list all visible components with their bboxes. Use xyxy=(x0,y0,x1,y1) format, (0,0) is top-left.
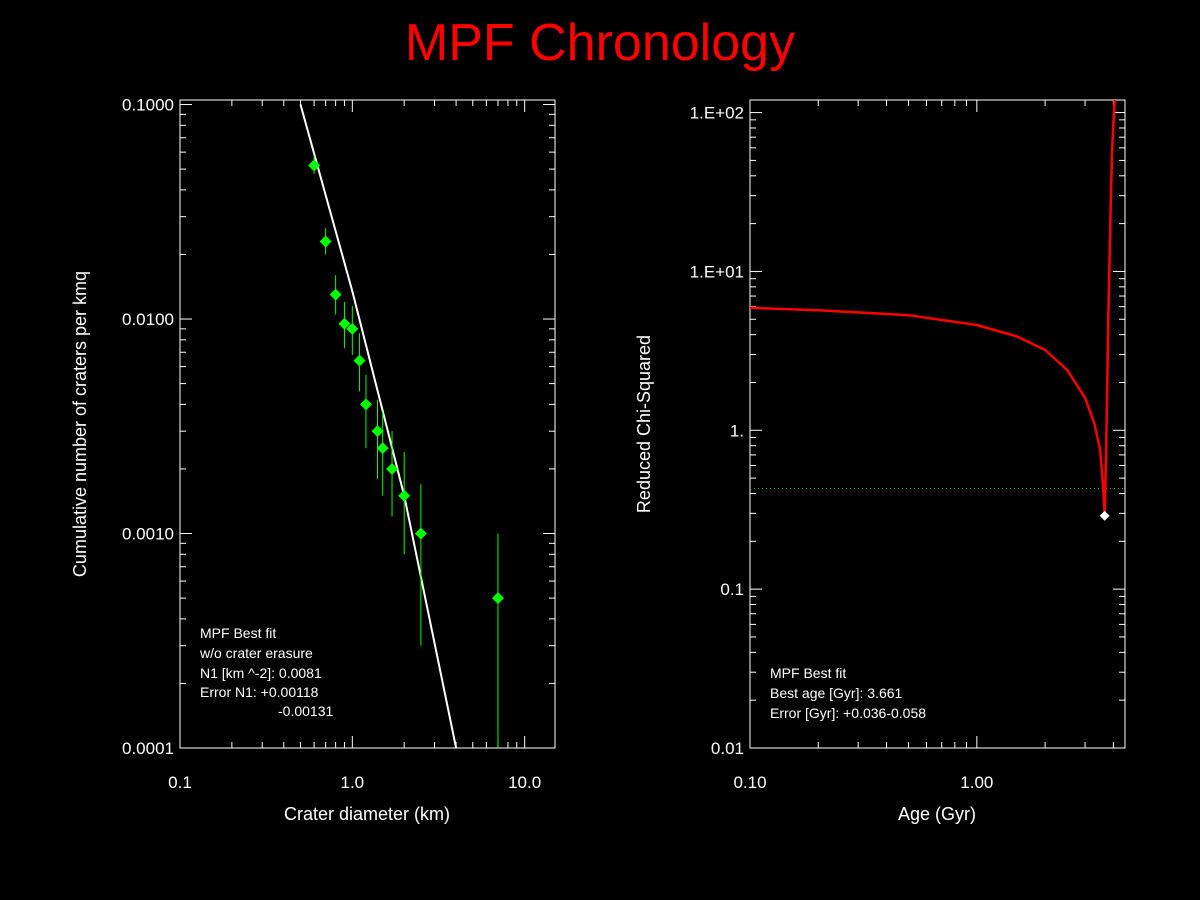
figure-title: MPF Chronology xyxy=(405,14,795,72)
left-y-axis-label: Cumulative number of craters per kmq xyxy=(70,271,90,577)
crater-data-point xyxy=(329,288,342,301)
right-y-tick-label: 0.01 xyxy=(711,739,744,758)
left-y-tick-label: 0.0100 xyxy=(122,310,174,329)
crater-data-point xyxy=(308,159,321,172)
crater-data-point xyxy=(353,354,366,367)
right-anno-line1: Best age [Gyr]: 3.661 xyxy=(770,685,903,701)
crater-data-point xyxy=(398,489,411,502)
crater-data-point xyxy=(371,425,384,438)
left-fit-annotation: MPF Best fit w/o crater erasure N1 [km ^… xyxy=(199,625,333,719)
left-anno-line1: w/o crater erasure xyxy=(199,645,313,661)
right-y-tick-label: 1.E+02 xyxy=(690,104,744,123)
crater-size-frequency-panel: 0.0001 0.0010 0.0100 0.1000 0.1 1.0 10.0 Crate… xyxy=(70,96,556,824)
right-y-tick-label: 1.E+01 xyxy=(690,262,744,281)
left-anno-line2: N1 [km ^-2]: 0.0081 xyxy=(200,665,322,681)
left-x-axis-label: Crater diameter (km) xyxy=(284,804,450,824)
right-y-tick-label: 0.1 xyxy=(720,580,744,599)
right-y-tick-label: 1. xyxy=(730,421,744,440)
right-y-axis-label: Reduced Chi-Squared xyxy=(634,335,654,513)
right-plot-frame xyxy=(749,99,1126,749)
right-fit-annotation: MPF Best fit Best age [Gyr]: 3.661 Error… xyxy=(770,665,926,721)
best-age-marker xyxy=(1099,510,1110,521)
power-law-fit-line xyxy=(299,104,458,748)
crater-data-point xyxy=(346,322,359,335)
left-anno-line3: Error N1: +0.00118 xyxy=(200,684,319,700)
crater-data-point xyxy=(338,317,351,330)
right-axis-ticks: 0.01 0.1 1. 1.E+01 1.E+02 0.10 1.00 xyxy=(690,100,1125,792)
crater-data-point xyxy=(491,592,504,605)
right-x-tick-label: 0.10 xyxy=(733,773,766,792)
left-x-tick-label: 0.1 xyxy=(168,773,192,792)
left-y-tick-label: 0.0010 xyxy=(122,525,174,544)
crater-data-point xyxy=(386,462,399,475)
chi-squared-curve xyxy=(750,100,1116,517)
left-anno-line4: -0.00131 xyxy=(278,703,333,719)
left-plot-data xyxy=(299,104,504,748)
left-anno-header: MPF Best fit xyxy=(200,625,276,641)
left-plot-frame xyxy=(179,99,556,749)
right-x-axis-label: Age (Gyr) xyxy=(898,804,976,824)
left-axis-ticks: 0.0001 0.0010 0.0100 0.1000 0.1 1.0 10.0 xyxy=(122,96,555,792)
crater-data-point xyxy=(319,235,332,248)
right-plot-data xyxy=(750,100,1125,521)
right-anno-line2: Error [Gyr]: +0.036-0.058 xyxy=(770,705,926,721)
left-y-tick-label: 0.0001 xyxy=(122,739,174,758)
chi-squared-panel: 0.010.11.1.E+011.E+020.10 1.00 Age (Gyr) … xyxy=(634,99,1126,824)
crater-data-point xyxy=(414,527,427,540)
left-x-tick-label: 10.0 xyxy=(508,773,541,792)
left-x-tick-label: 1.0 xyxy=(341,773,365,792)
left-y-tick-label: 0.1000 xyxy=(122,96,174,115)
right-x-tick-label: 1.00 xyxy=(960,773,993,792)
right-anno-header: MPF Best fit xyxy=(770,665,846,681)
crater-data-point xyxy=(376,442,389,455)
crater-data-point xyxy=(359,398,372,411)
